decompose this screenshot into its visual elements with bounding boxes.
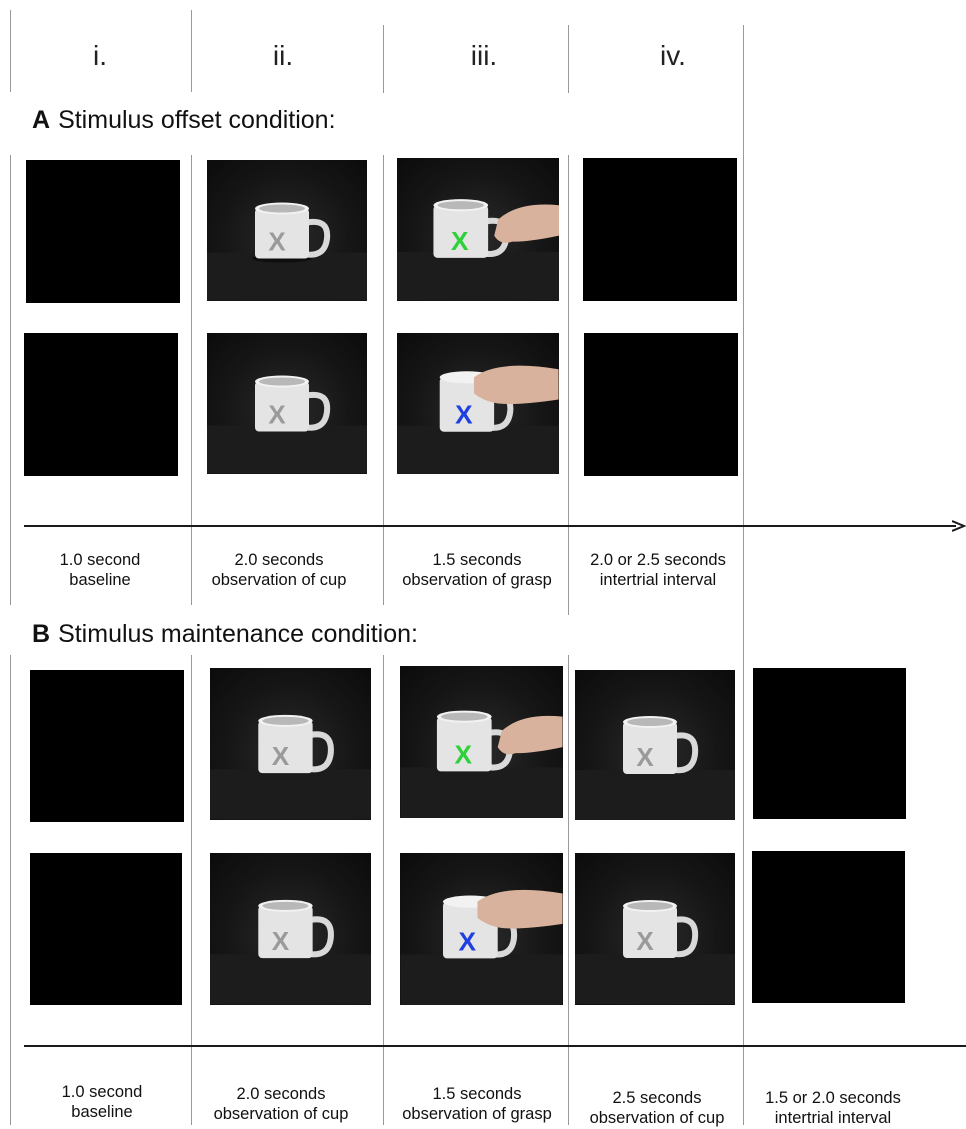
svg-text:X: X <box>272 741 290 771</box>
timeline-a <box>24 525 956 527</box>
caption-a-iii: 1.5 seconds observation of grasp <box>388 550 566 590</box>
caption-a-i-line2: baseline <box>69 571 131 589</box>
caption-b-iii-line1: 1.5 seconds <box>432 1085 522 1103</box>
grasping-hand-icon: X <box>400 889 563 1005</box>
black-screen-b-1-i <box>30 670 184 822</box>
separator-a-3 <box>568 155 569 615</box>
caption-b-v: 1.5 or 2.0 seconds intertrial interval <box>748 1088 918 1128</box>
separator-a-1 <box>191 155 192 605</box>
separator-a-2 <box>383 155 384 605</box>
mug-photo-icon: X <box>207 202 367 301</box>
caption-b-iii-line2: observation of grasp <box>402 1105 552 1123</box>
black-screen-a-2-i <box>24 333 178 476</box>
grasp-photo-b-2-iii: X <box>400 853 563 1005</box>
timeline-b <box>24 1045 966 1047</box>
grasping-hand-icon: X <box>397 365 559 474</box>
mug-photo-icon: X <box>575 716 735 820</box>
svg-text:X: X <box>636 926 654 956</box>
caption-b-iv-line2: observation of cup <box>589 1109 725 1127</box>
grasping-hand-icon: X <box>397 199 559 301</box>
separator-b-3 <box>568 655 569 1125</box>
separator-top-1 <box>191 10 192 92</box>
column-label-iii: iii. <box>470 40 498 71</box>
black-screen-a-1-i <box>26 160 180 303</box>
section-a-heading: Stimulus offset condition: <box>58 106 336 134</box>
section-a-title: A Stimulus offset condition: <box>32 106 336 135</box>
timeline-arrow-icon <box>952 520 966 532</box>
svg-text:X: X <box>454 739 472 769</box>
separator-b-0 <box>10 655 11 1125</box>
caption-b-i-line2: baseline <box>71 1103 133 1121</box>
svg-text:X: X <box>459 926 477 956</box>
section-b-letter: B <box>32 620 51 648</box>
section-b-title: B Stimulus maintenance condition: <box>32 620 418 649</box>
svg-text:X: X <box>272 926 290 956</box>
caption-a-iii-line2: observation of grasp <box>402 571 552 589</box>
caption-b-i-line1: 1.0 second <box>61 1083 143 1101</box>
caption-a-ii: 2.0 seconds observation of cup <box>196 550 362 590</box>
caption-b-iv-line1: 2.5 seconds <box>612 1089 702 1107</box>
mug-photo-icon: X <box>210 899 371 1005</box>
black-screen-b-2-i <box>30 853 182 1005</box>
black-screen-b-2-v <box>752 851 905 1003</box>
separator-top-0 <box>10 10 11 92</box>
grasp-photo-a-1-iii: X <box>397 158 559 301</box>
mug-photo-b-2-iv: X <box>575 853 735 1005</box>
caption-b-iii: 1.5 seconds observation of grasp <box>388 1084 566 1124</box>
column-label-ii: ii. <box>272 40 294 71</box>
mug-photo-b-1-iv: X <box>575 670 735 820</box>
separator-full-4 <box>743 25 744 1125</box>
black-screen-b-1-v <box>753 668 906 819</box>
caption-a-i-line1: 1.0 second <box>59 551 141 569</box>
caption-b-iv: 2.5 seconds observation of cup <box>572 1088 742 1128</box>
mug-photo-icon: X <box>207 375 367 474</box>
grasp-photo-a-2-iii: X <box>397 333 559 474</box>
column-label-i: i. <box>93 40 107 71</box>
caption-a-ii-line1: 2.0 seconds <box>234 551 324 569</box>
mug-photo-a-2-ii: X <box>207 333 367 474</box>
caption-b-i: 1.0 second baseline <box>40 1082 164 1122</box>
separator-top-3 <box>568 25 569 93</box>
mug-photo-b-2-ii: X <box>210 853 371 1005</box>
separator-b-1 <box>191 655 192 1125</box>
mug-photo-icon: X <box>210 714 371 820</box>
svg-text:X: X <box>268 400 286 430</box>
caption-b-v-line2: intertrial interval <box>774 1109 892 1127</box>
caption-b-ii-line1: 2.0 seconds <box>236 1085 326 1103</box>
caption-b-v-line1: 1.5 or 2.0 seconds <box>765 1089 901 1107</box>
svg-text:X: X <box>268 227 286 257</box>
black-screen-a-1-iv <box>583 158 737 301</box>
mug-photo-icon: X <box>575 900 735 1004</box>
caption-a-iv: 2.0 or 2.5 seconds intertrial interval <box>574 550 742 590</box>
separator-b-2 <box>383 655 384 1125</box>
black-screen-a-2-iv <box>584 333 738 476</box>
caption-a-i: 1.0 second baseline <box>40 550 160 590</box>
caption-a-iv-line1: 2.0 or 2.5 seconds <box>590 551 726 569</box>
caption-a-ii-line2: observation of cup <box>211 571 347 589</box>
section-b-heading: Stimulus maintenance condition: <box>58 620 418 648</box>
column-label-iv: iv. <box>660 40 686 71</box>
grasping-hand-icon: X <box>400 710 563 818</box>
caption-a-iv-line2: intertrial interval <box>599 571 717 589</box>
mug-photo-b-1-ii: X <box>210 668 371 820</box>
svg-text:X: X <box>455 400 473 430</box>
caption-b-ii: 2.0 seconds observation of cup <box>196 1084 366 1124</box>
caption-a-iii-line1: 1.5 seconds <box>432 551 522 569</box>
separator-top-2 <box>383 25 384 93</box>
section-a-letter: A <box>32 106 51 134</box>
svg-text:X: X <box>451 226 469 256</box>
mug-photo-a-1-ii: X <box>207 160 367 301</box>
separator-a-0 <box>10 155 11 605</box>
grasp-photo-b-1-iii: X <box>400 666 563 818</box>
svg-text:X: X <box>636 742 654 772</box>
caption-b-ii-line2: observation of cup <box>213 1105 349 1123</box>
